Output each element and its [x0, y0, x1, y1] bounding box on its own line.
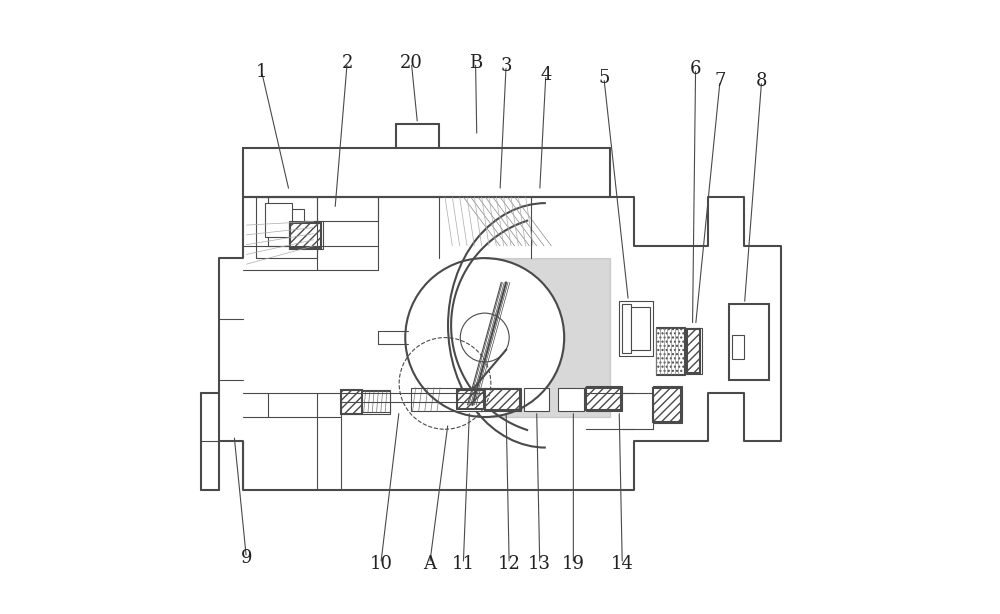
Text: 20: 20 — [400, 53, 423, 71]
Bar — [656, 327, 685, 375]
Text: 7: 7 — [714, 72, 726, 90]
Bar — [653, 386, 682, 423]
Text: 6: 6 — [690, 60, 701, 77]
Bar — [524, 387, 549, 411]
Bar — [622, 304, 631, 353]
Text: 11: 11 — [452, 554, 475, 573]
Bar — [457, 389, 484, 409]
Bar — [656, 328, 684, 375]
Bar — [687, 329, 700, 373]
Bar — [411, 387, 485, 411]
Bar — [256, 197, 317, 258]
Bar — [265, 203, 292, 237]
Bar — [341, 389, 362, 414]
Bar — [653, 387, 681, 422]
Bar — [631, 307, 650, 350]
Bar — [485, 389, 520, 410]
Bar — [619, 301, 653, 356]
Text: 2: 2 — [342, 53, 353, 71]
Bar — [558, 387, 584, 411]
Text: 12: 12 — [498, 554, 521, 573]
Bar — [485, 387, 521, 411]
Bar — [586, 386, 622, 411]
Bar — [362, 391, 390, 412]
Bar — [686, 328, 702, 375]
Text: B: B — [469, 53, 482, 71]
Text: 19: 19 — [562, 554, 585, 573]
Text: 1: 1 — [256, 63, 267, 80]
Text: 9: 9 — [241, 548, 252, 567]
Bar — [586, 387, 621, 410]
Text: 3: 3 — [500, 56, 512, 74]
Text: 8: 8 — [756, 72, 767, 90]
Bar — [729, 304, 769, 380]
Bar — [732, 335, 744, 359]
Text: 13: 13 — [528, 554, 551, 573]
Bar — [290, 223, 321, 247]
Text: 14: 14 — [611, 554, 634, 573]
Text: 5: 5 — [598, 69, 610, 87]
Bar — [341, 389, 390, 414]
Bar — [289, 222, 323, 249]
Text: A: A — [423, 554, 436, 573]
Bar — [268, 209, 304, 246]
Text: 4: 4 — [540, 66, 552, 84]
Text: 10: 10 — [369, 554, 392, 573]
